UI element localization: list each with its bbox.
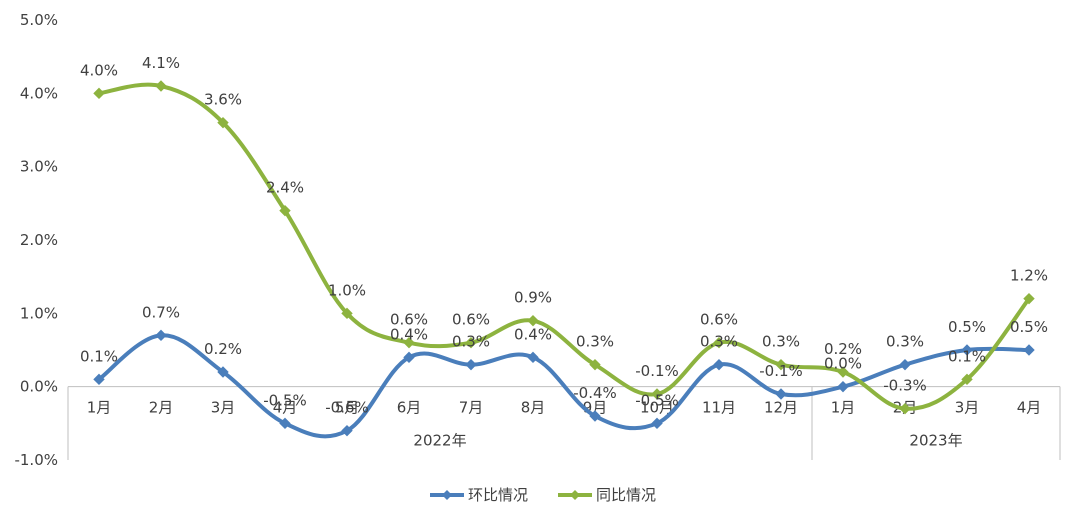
series-1-point xyxy=(341,424,353,437)
data-label: 0.3% xyxy=(762,333,800,351)
series-2-point xyxy=(651,388,663,400)
series-1-point xyxy=(155,329,167,342)
series-2-point xyxy=(837,366,849,378)
series-2-point xyxy=(589,358,601,371)
y-tick-label: 5.0% xyxy=(20,11,58,29)
y-tick-label: 0.0% xyxy=(20,378,58,396)
data-labels-layer: 0.1%0.7%0.2%-0.5% -0.6%0.4% 0.3% 0.4%-0.4% -… xyxy=(80,54,1048,417)
series-1-point xyxy=(527,351,539,364)
x-tick-label: 1月 xyxy=(831,399,856,417)
x-tick-label: 10月 xyxy=(640,399,674,417)
data-label: -0.5% xyxy=(635,391,679,409)
series-2-point xyxy=(775,358,787,371)
series-2-point xyxy=(899,402,911,415)
data-label: 2.4% xyxy=(266,179,304,197)
series-1-point xyxy=(465,358,477,371)
x-tick-label: 6月 xyxy=(397,399,422,417)
data-label: -0.5% xyxy=(263,391,307,409)
x-tick-label: 3月 xyxy=(211,399,236,417)
data-label: 4.0% xyxy=(80,61,118,79)
legend-swatch-marker xyxy=(442,490,452,500)
y-tick-label: 1.0% xyxy=(20,304,58,322)
x-tick-label: 2月 xyxy=(149,399,174,417)
series-1-point xyxy=(961,344,973,356)
series-1-point xyxy=(775,388,787,400)
legend-swatch-marker xyxy=(570,490,580,500)
data-label: 0.6% xyxy=(390,311,428,329)
data-label: 1.0% xyxy=(328,281,366,299)
series-layer xyxy=(93,80,1035,439)
data-label: 0.3% xyxy=(886,333,924,351)
data-label: 0.5% xyxy=(1010,318,1048,336)
series-2-point xyxy=(403,336,415,349)
data-label: 0.1% xyxy=(80,347,118,365)
data-label: -0.1% xyxy=(759,362,803,380)
series-2-point xyxy=(93,87,105,100)
legend: 环比情况 同比情况 xyxy=(430,486,656,504)
x-tick-label: 11月 xyxy=(702,399,736,417)
series-1-point xyxy=(279,417,291,430)
data-label: 3.6% xyxy=(204,91,242,109)
data-label: 0.3% xyxy=(576,333,614,351)
data-label: 0.6% xyxy=(700,311,738,329)
x-tick-label: 3月 xyxy=(955,399,980,417)
x-tick-label: 12月 xyxy=(764,399,798,417)
x-tick-label: 7月 xyxy=(459,399,484,417)
data-label: 0.6% xyxy=(452,311,490,329)
data-label: 0.5% xyxy=(948,318,986,336)
series-line-2 xyxy=(97,82,1031,411)
data-label: -0.6% xyxy=(325,399,369,417)
series-2-point xyxy=(279,204,291,217)
series-2-point xyxy=(961,373,973,386)
chart-axes: -1.0% 0.0% 1.0% 2.0% 3.0% 4.0% 5.0% 1月 2月 3月 4月 5月 6… xyxy=(14,11,1061,469)
y-tick-label: 3.0% xyxy=(20,158,58,176)
legend-label: 环比情况 xyxy=(468,486,528,504)
series-2-point xyxy=(1023,292,1035,305)
data-label: 0.4% xyxy=(514,325,552,343)
data-label: 0.0% xyxy=(824,355,862,373)
series-1-point xyxy=(713,358,725,371)
series-2-point xyxy=(217,116,229,129)
data-label: 1.2% xyxy=(1010,267,1048,285)
x-tick-label: 5月 xyxy=(335,399,360,417)
series-1-point xyxy=(651,417,663,430)
data-label: 0.7% xyxy=(142,303,180,321)
group-label: 2023年 xyxy=(909,432,962,450)
series-1-point xyxy=(589,410,601,422)
series-1-point xyxy=(1023,344,1035,356)
data-label: 0.2% xyxy=(204,340,242,358)
data-label: 0.1% xyxy=(948,347,986,365)
x-tick-label: 4月 xyxy=(273,399,298,417)
series-1-point xyxy=(93,373,105,386)
data-label: 0.4% xyxy=(390,325,428,343)
series-2-point xyxy=(527,314,539,327)
y-tick-label: 4.0% xyxy=(20,84,58,102)
legend-label: 同比情况 xyxy=(596,486,656,504)
y-tick-label: -1.0% xyxy=(14,451,58,469)
x-tick-label: 8月 xyxy=(521,399,546,417)
y-tick-label: 2.0% xyxy=(20,231,58,249)
data-label: 0.9% xyxy=(514,289,552,307)
series-1-point xyxy=(217,366,229,378)
series-1-point xyxy=(899,358,911,371)
group-label: 2022年 xyxy=(413,432,466,450)
data-label: 0.3% xyxy=(452,333,490,351)
x-tick-label: 4月 xyxy=(1017,399,1042,417)
series-line-1 xyxy=(97,333,1031,439)
data-label: 0.2% xyxy=(824,340,862,358)
series-2-point xyxy=(713,336,725,349)
series-1-point xyxy=(403,351,415,364)
series-2-point xyxy=(155,80,167,92)
series-2-point xyxy=(465,336,477,349)
series-1-point xyxy=(837,380,849,393)
data-label: -0.1% xyxy=(635,362,679,380)
data-label: -0.4% xyxy=(573,384,617,402)
data-label: -0.3% xyxy=(883,377,927,395)
data-label: 4.1% xyxy=(142,54,180,72)
x-tick-label: 1月 xyxy=(87,399,112,417)
series-2-point xyxy=(341,307,353,320)
data-label: 0.3% xyxy=(700,333,738,351)
